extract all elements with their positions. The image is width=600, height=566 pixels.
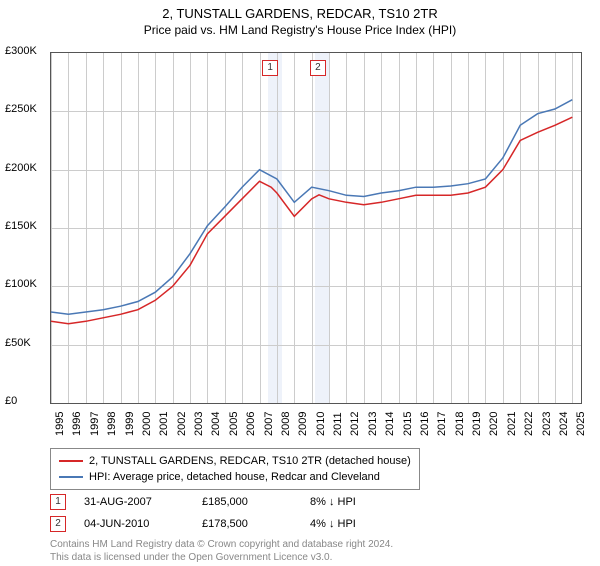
sale-price: £185,000 <box>202 496 292 508</box>
ytick-label: £200K <box>5 162 45 174</box>
sale-row: 1 31-AUG-2007 £185,000 8% ↓ HPI <box>50 494 356 510</box>
xtick-label: 2007 <box>263 412 275 436</box>
xtick-label: 2024 <box>558 412 570 436</box>
xtick-label: 2005 <box>228 412 240 436</box>
xtick-label: 2019 <box>471 412 483 436</box>
xtick-label: 2004 <box>210 412 222 436</box>
xtick-label: 2001 <box>158 412 170 436</box>
ytick-label: £100K <box>5 278 45 290</box>
xtick-label: 2003 <box>193 412 205 436</box>
sale-marker-inline: 1 <box>50 494 66 510</box>
sale-date: 04-JUN-2010 <box>84 518 184 530</box>
chart-lines <box>51 53 581 403</box>
xtick-label: 2014 <box>384 412 396 436</box>
sale-delta: 4% ↓ HPI <box>310 518 356 530</box>
xtick-label: 2012 <box>349 412 361 436</box>
sale-date: 31-AUG-2007 <box>84 496 184 508</box>
xtick-label: 2011 <box>332 412 344 436</box>
xtick-label: 2006 <box>245 412 257 436</box>
xtick-label: 2009 <box>297 412 309 436</box>
legend-label: HPI: Average price, detached house, Redc… <box>89 469 380 485</box>
xtick-label: 2010 <box>315 412 327 436</box>
footer-line1: Contains HM Land Registry data © Crown c… <box>50 538 393 551</box>
legend: 2, TUNSTALL GARDENS, REDCAR, TS10 2TR (d… <box>50 448 420 490</box>
xtick-label: 2008 <box>280 412 292 436</box>
series-line <box>51 117 572 324</box>
xtick-label: 2018 <box>454 412 466 436</box>
legend-label: 2, TUNSTALL GARDENS, REDCAR, TS10 2TR (d… <box>89 453 411 469</box>
xtick-label: 2022 <box>523 412 535 436</box>
ytick-label: £0 <box>5 395 45 407</box>
xtick-label: 2025 <box>575 412 587 436</box>
xtick-label: 1998 <box>106 412 118 436</box>
legend-swatch <box>59 476 83 478</box>
chart-container: 2, TUNSTALL GARDENS, REDCAR, TS10 2TR Pr… <box>0 6 600 566</box>
footer-text: Contains HM Land Registry data © Crown c… <box>50 538 393 564</box>
xtick-label: 1997 <box>89 412 101 436</box>
chart-subtitle: Price paid vs. HM Land Registry's House … <box>0 23 600 37</box>
xtick-label: 1996 <box>71 412 83 436</box>
legend-item: HPI: Average price, detached house, Redc… <box>59 469 411 485</box>
xtick-label: 2016 <box>419 412 431 436</box>
series-line <box>51 100 572 315</box>
ytick-label: £50K <box>5 337 45 349</box>
xtick-label: 2020 <box>488 412 500 436</box>
sale-delta: 8% ↓ HPI <box>310 496 356 508</box>
legend-item: 2, TUNSTALL GARDENS, REDCAR, TS10 2TR (d… <box>59 453 411 469</box>
xtick-label: 2015 <box>402 412 414 436</box>
sale-price: £178,500 <box>202 518 292 530</box>
ytick-label: £300K <box>5 45 45 57</box>
ytick-label: £250K <box>5 103 45 115</box>
xtick-label: 2002 <box>176 412 188 436</box>
xtick-label: 2021 <box>506 412 518 436</box>
xtick-label: 1999 <box>124 412 136 436</box>
xtick-label: 2023 <box>541 412 553 436</box>
xtick-label: 2017 <box>436 412 448 436</box>
xtick-label: 2000 <box>141 412 153 436</box>
sale-marker: 1 <box>262 60 278 76</box>
legend-swatch <box>59 460 83 462</box>
chart-title: 2, TUNSTALL GARDENS, REDCAR, TS10 2TR <box>0 6 600 21</box>
ytick-label: £150K <box>5 220 45 232</box>
sale-marker-inline: 2 <box>50 516 66 532</box>
xtick-label: 2013 <box>367 412 379 436</box>
xtick-label: 1995 <box>54 412 66 436</box>
footer-line2: This data is licensed under the Open Gov… <box>50 551 393 564</box>
sale-row: 2 04-JUN-2010 £178,500 4% ↓ HPI <box>50 516 356 532</box>
sale-marker: 2 <box>310 60 326 76</box>
plot-area <box>50 52 582 404</box>
